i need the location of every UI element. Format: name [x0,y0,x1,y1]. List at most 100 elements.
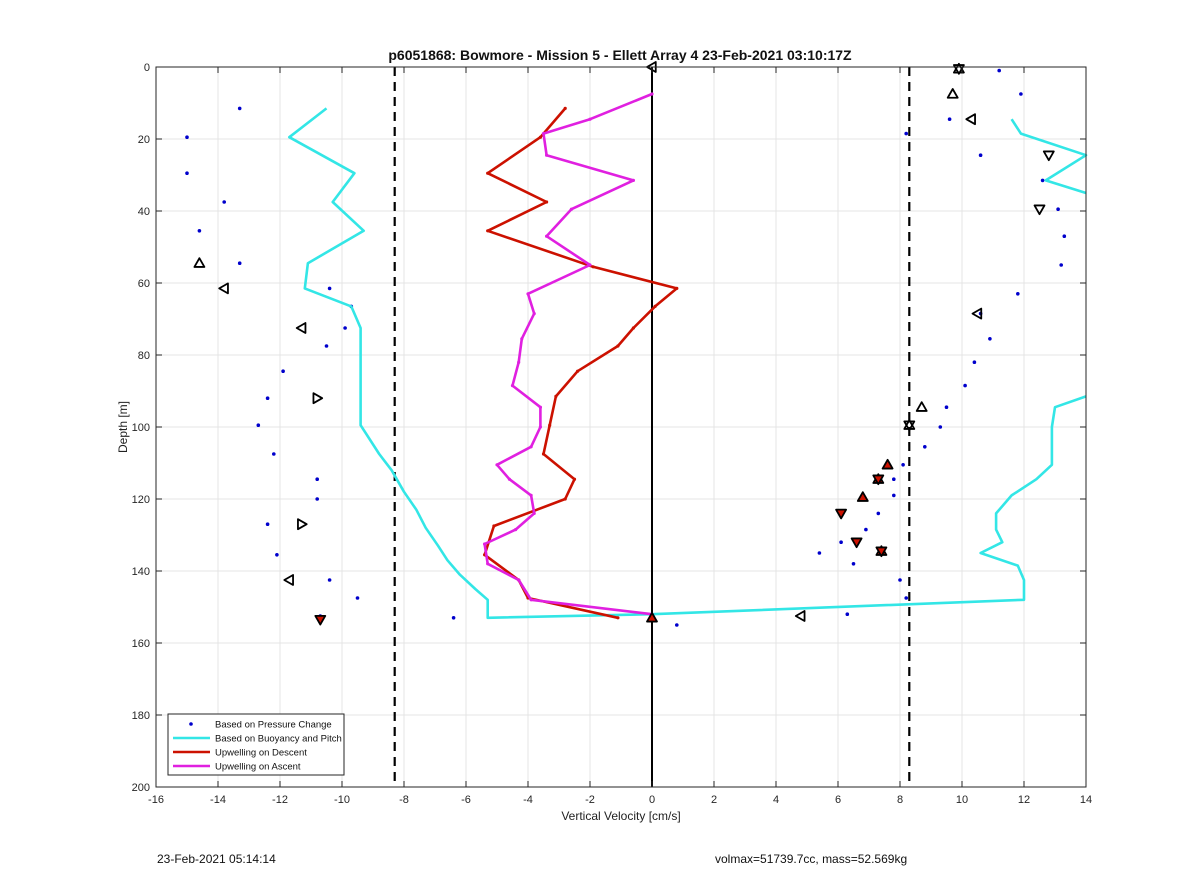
direction-triangle-marker [297,518,308,531]
pressure-change-point [923,445,927,449]
pressure-change-point [324,344,329,348]
descent-line-point [572,477,577,481]
pressure-change-point [997,68,1001,73]
direction-triangle-marker [850,537,863,549]
y-tick-label: 40 [138,206,150,218]
y-tick-label: 80 [138,350,150,362]
ascent-line-point [631,178,636,182]
ascent-line-point [526,292,530,296]
buoyancy-pitch-line [287,107,1087,620]
ascent-line-point [486,562,490,566]
ascent-line-point [532,511,536,515]
descent-line-point [653,304,657,308]
ascent-line-point [588,263,592,267]
ascent-line-point [514,528,518,532]
direction-triangle-marker [881,458,894,470]
descent-line-point [554,394,558,398]
direction-triangle-marker [856,491,869,502]
direction-triangle-marker [283,574,294,586]
pressure-change-point [892,477,896,482]
x-tick-label: 2 [711,794,717,806]
legend-label: Based on Pressure Change [215,720,332,731]
descent-line-point [548,423,552,427]
pressure-change-point [256,423,261,428]
pressure-change-point [315,497,320,501]
pressure-change-point [451,616,456,620]
ascent-line-point [541,132,546,136]
y-tick-label: 60 [138,278,150,290]
pressure-change-point [197,229,202,233]
pressure-change-point [1062,234,1067,238]
ascent-line-point [520,337,524,341]
pressure-change-point [988,337,992,341]
y-tick-label: 180 [132,710,150,722]
pressure-change-point [237,106,242,111]
legend-label: Based on Buoyancy and Pitch [215,734,342,745]
direction-triangle-marker [971,307,983,320]
descent-line-point [545,200,549,204]
x-tick-label: 14 [1080,794,1092,806]
y-tick-label: 0 [144,62,150,74]
direction-triangle-marker [953,64,965,75]
ascent-line-point [569,207,574,211]
pressure-change-point [898,578,902,582]
x-tick-label: 4 [773,794,779,806]
pressure-change-point [851,562,856,566]
pressure-change-point [817,551,822,555]
pressure-change-point [675,623,679,627]
ascent-line-point [588,117,592,121]
pressure-change-point [947,117,952,121]
pressure-change-point [901,463,905,467]
direction-triangle-marker [312,392,324,405]
pressure-change-point [327,286,332,291]
pressure-change-point [265,396,270,401]
x-tick-label: -10 [334,794,350,806]
pressure-change-point [185,171,189,175]
x-tick-label: -2 [585,794,595,806]
pressure-change-point [944,405,949,410]
pressure-change-point [972,360,977,365]
pressure-change-point [222,200,226,204]
footer-timestamp: 23-Feb-2021 05:14:14 [157,852,276,866]
ascent-line-point [517,360,521,364]
guide-lines [393,67,911,787]
pressure-change-point [845,612,850,616]
pressure-change-point [963,383,967,388]
direction-triangle-marker [875,546,888,558]
y-tick-label: 140 [132,566,150,578]
direction-triangle-marker [193,257,206,268]
x-tick-label: -8 [399,794,409,806]
pressure-change-point [237,261,242,266]
pressure-change-point [892,493,896,498]
pressure-change-point [1059,263,1063,267]
ascent-line [483,92,653,616]
x-tick-label: -12 [272,794,288,806]
series-layer [185,68,1088,627]
ascent-line-point [538,425,543,429]
descent-line-point [538,135,543,139]
x-tick-label: 12 [1018,794,1030,806]
y-tick-label: 120 [132,494,150,506]
ascent-line-point [545,234,549,238]
x-tick-label: -16 [148,794,164,806]
descent-line-point [591,265,595,269]
chart-title: p6051868: Bowmore - Mission 5 - Ellett A… [388,47,852,63]
legend-label: Upwelling on Descent [215,748,307,759]
pressure-change-point [876,511,881,516]
descent-line-point [541,452,546,456]
x-tick-label: -4 [523,794,533,806]
ascent-line-point [529,493,533,497]
descent-line-point [616,344,620,348]
tick-layer: -16 -14 -12 -10 -8 -6 -4 -2 0 2 4 6 8 10 12 14020406080… [132,62,1092,806]
pressure-change-point [839,540,843,544]
pressure-change-point [315,477,320,482]
ascent-line-point [529,598,533,602]
pressure-change-point [327,578,332,582]
y-tick-label: 100 [132,422,150,434]
descent-line-point [576,369,580,373]
pressure-change-point [1040,178,1045,183]
pressure-change-point [275,553,279,557]
x-tick-label: 8 [897,794,903,806]
direction-triangle-marker [1042,150,1055,162]
ascent-line-point [650,92,654,96]
